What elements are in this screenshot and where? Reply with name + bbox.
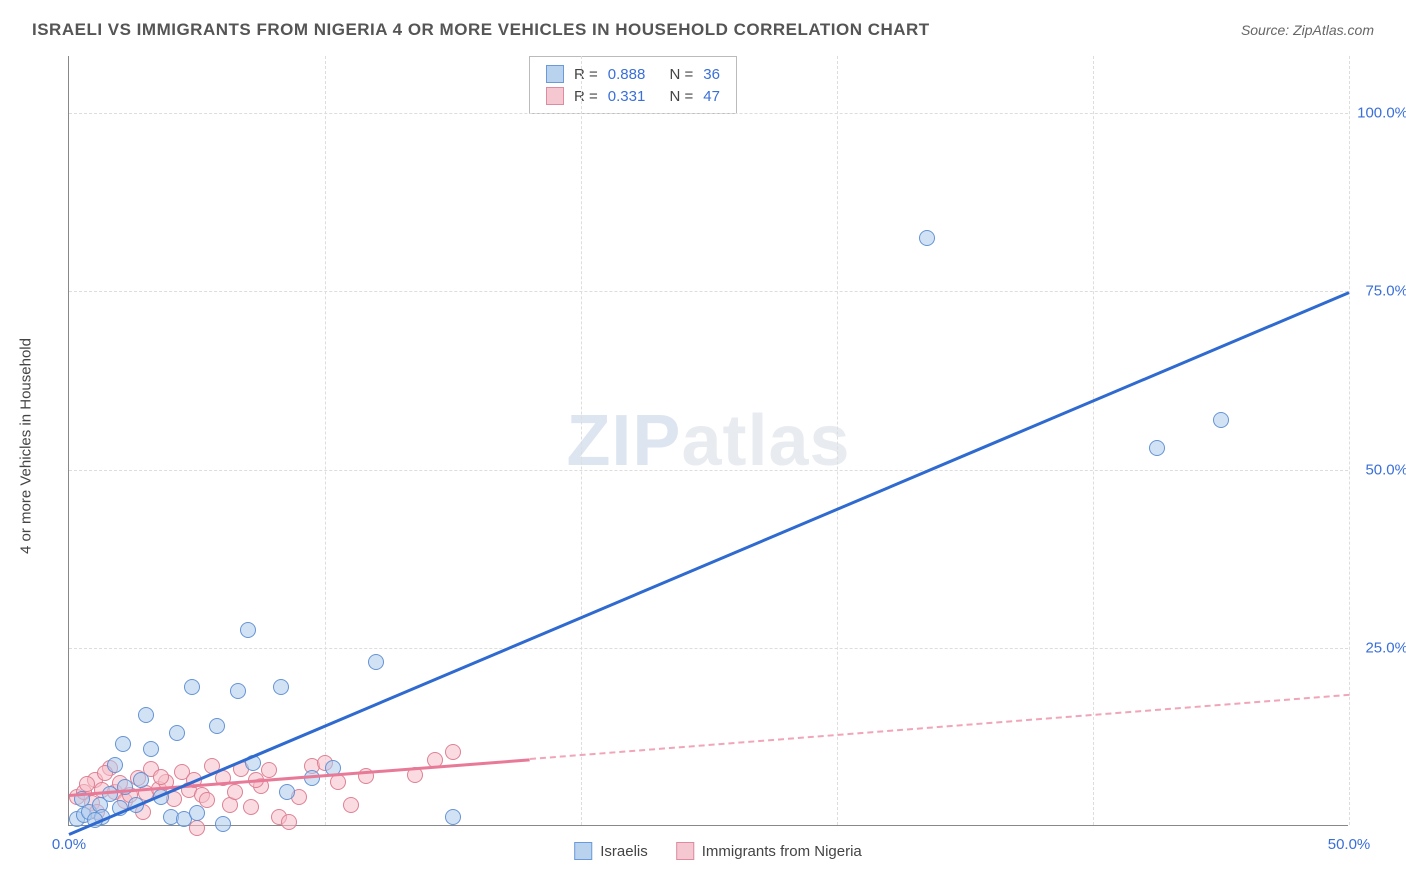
gridline-v	[325, 56, 326, 825]
data-point	[107, 757, 123, 773]
trend-line	[68, 291, 1349, 836]
r-value: 0.331	[608, 88, 646, 105]
watermark-atlas: atlas	[681, 401, 850, 481]
x-tick-label: 50.0%	[1328, 836, 1371, 853]
gridline-v	[837, 56, 838, 825]
legend-item-israelis: Israelis	[574, 842, 648, 860]
legend-item-nigeria: Immigrants from Nigeria	[676, 842, 862, 860]
gridline-v	[1093, 56, 1094, 825]
data-point	[343, 797, 359, 813]
data-point	[143, 741, 159, 757]
data-point	[153, 769, 169, 785]
gridline-h	[69, 291, 1348, 292]
data-point	[445, 809, 461, 825]
source-label: Source: ZipAtlas.com	[1241, 22, 1374, 38]
legend: Israelis Immigrants from Nigeria	[574, 842, 862, 860]
n-label: N =	[669, 88, 693, 105]
data-point	[368, 654, 384, 670]
data-point	[445, 744, 461, 760]
data-point	[115, 736, 131, 752]
data-point	[79, 776, 95, 792]
stats-row-blue: R = 0.888 N = 36	[546, 63, 720, 85]
data-point	[184, 679, 200, 695]
data-point	[330, 774, 346, 790]
data-point	[281, 814, 297, 830]
watermark-zip: ZIP	[566, 401, 681, 481]
gridline-h	[69, 470, 1348, 471]
data-point	[919, 230, 935, 246]
trend-line	[530, 694, 1349, 760]
n-value: 47	[703, 88, 720, 105]
data-point	[215, 816, 231, 832]
data-point	[189, 820, 205, 836]
data-point	[133, 772, 149, 788]
chart-title: ISRAELI VS IMMIGRANTS FROM NIGERIA 4 OR …	[32, 20, 930, 40]
data-point	[138, 707, 154, 723]
data-point	[169, 725, 185, 741]
data-point	[189, 805, 205, 821]
data-point	[227, 784, 243, 800]
gridline-v	[581, 56, 582, 825]
legend-label: Immigrants from Nigeria	[702, 843, 862, 860]
gridline-h	[69, 648, 1348, 649]
data-point	[279, 784, 295, 800]
data-point	[230, 683, 246, 699]
swatch-blue-icon	[546, 65, 564, 83]
x-tick-label: 0.0%	[52, 836, 86, 853]
plot-region: ZIPatlas R = 0.888 N = 36 R = 0.331 N = …	[68, 56, 1348, 826]
stats-box: R = 0.888 N = 36 R = 0.331 N = 47	[529, 56, 737, 114]
data-point	[273, 679, 289, 695]
data-point	[1213, 412, 1229, 428]
y-axis-label: 4 or more Vehicles in Household	[18, 338, 35, 554]
y-tick-label: 100.0%	[1353, 105, 1406, 122]
r-label: R =	[574, 88, 598, 105]
r-label: R =	[574, 66, 598, 83]
y-tick-label: 25.0%	[1353, 639, 1406, 656]
n-value: 36	[703, 66, 720, 83]
chart-area: ZIPatlas R = 0.888 N = 36 R = 0.331 N = …	[68, 56, 1368, 826]
y-tick-label: 50.0%	[1353, 461, 1406, 478]
gridline-v	[1349, 56, 1350, 825]
stats-row-pink: R = 0.331 N = 47	[546, 85, 720, 107]
y-tick-label: 75.0%	[1353, 283, 1406, 300]
n-label: N =	[669, 66, 693, 83]
legend-label: Israelis	[600, 843, 648, 860]
data-point	[1149, 440, 1165, 456]
data-point	[240, 622, 256, 638]
data-point	[209, 718, 225, 734]
gridline-h	[69, 113, 1348, 114]
swatch-pink-icon	[546, 87, 564, 105]
data-point	[102, 786, 118, 802]
r-value: 0.888	[608, 66, 646, 83]
data-point	[243, 799, 259, 815]
swatch-pink-icon	[676, 842, 694, 860]
swatch-blue-icon	[574, 842, 592, 860]
